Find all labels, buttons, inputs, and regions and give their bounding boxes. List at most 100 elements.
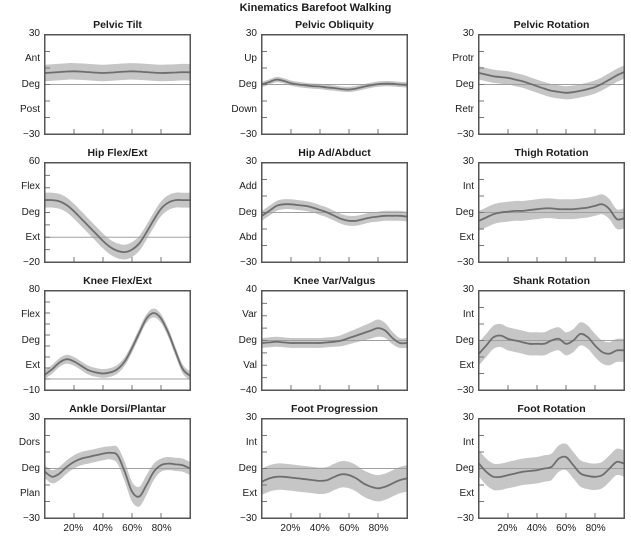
- plot-border: [478, 162, 625, 263]
- panel-body: 30 Add Deg Abd −30: [219, 157, 408, 268]
- y-axis-labels: 30 Dors Deg Plan −30: [2, 413, 44, 524]
- mean-line: [478, 71, 625, 94]
- panel-body: 80 Flex Deg Ext −10: [2, 285, 191, 396]
- x-axis-label: 40%: [526, 523, 547, 534]
- y-axis-label: Deg: [455, 334, 474, 346]
- x-axis-label: 80%: [151, 523, 172, 534]
- panel-foot-progression: Foot Progression 30 Int Deg Ext −30 20% 40% 60% 8…: [219, 401, 408, 536]
- panel-body: 30 Int Deg Ext −30: [436, 285, 625, 396]
- panel-title: Pelvic Rotation: [513, 19, 590, 31]
- chart-plot-hip-flex-ext: [44, 162, 191, 263]
- panel-title: Thigh Rotation: [514, 147, 589, 159]
- y-axis-labels: 30 Protr Deg Retr −30: [436, 29, 478, 140]
- plot-border: [44, 418, 191, 519]
- plot-border: [261, 34, 408, 135]
- mean-line: [261, 473, 408, 490]
- chart-plot-ankle-dorsi-plantar: [44, 418, 191, 519]
- panel-body: 30 Int Deg Ext −30: [436, 413, 625, 524]
- y-axis-labels: 30 Int Deg Ext −30: [219, 413, 261, 524]
- confidence-band: [479, 322, 624, 366]
- y-axis-label: −30: [240, 129, 257, 140]
- x-axis-label: 20%: [63, 523, 84, 534]
- panel-title: Knee Var/Valgus: [293, 275, 376, 287]
- chart-plot-foot-rotation: [478, 418, 625, 519]
- x-axis-label: 40%: [309, 523, 330, 534]
- y-axis-label: Int: [462, 437, 474, 449]
- y-axis-label: 30: [28, 412, 40, 423]
- y-axis-label: 30: [28, 28, 40, 39]
- y-axis-label: 30: [245, 156, 257, 167]
- y-axis-label: Plan: [19, 487, 40, 499]
- plot-border: [261, 162, 408, 263]
- y-axis-labels: 30 Add Deg Abd −30: [219, 157, 261, 268]
- mean-line: [44, 199, 191, 254]
- panel-ankle-dorsi-plantar: Ankle Dorsi/Plantar 30 Dors Deg Plan −30 20% 40…: [2, 401, 191, 536]
- y-axis-label: Ext: [25, 231, 40, 243]
- panel-knee-var-valgus: Knee Var/Valgus 40 Var Deg Val −40: [219, 273, 408, 396]
- y-axis-label: Deg: [238, 206, 257, 218]
- mean-line: [44, 312, 191, 377]
- confidence-band: [262, 460, 407, 502]
- y-axis-label: Ext: [459, 231, 474, 243]
- panel-title: Knee Flex/Ext: [83, 275, 152, 287]
- panel-pelvic-tilt: Pelvic Tilt 30 Ant Deg Post −30: [2, 17, 191, 140]
- y-axis-label: Val: [243, 359, 257, 371]
- panel-body: 30 Dors Deg Plan −30: [2, 413, 191, 524]
- y-axis-labels: 40 Var Deg Val −40: [219, 285, 261, 396]
- y-axis-label: −30: [457, 257, 474, 268]
- y-axis-label: Abd: [239, 231, 257, 243]
- chart-plot-pelvic-tilt: [44, 34, 191, 135]
- y-axis-label: 30: [462, 284, 474, 295]
- mean-line: [261, 327, 408, 345]
- chart-plot-knee-var-valgus: [261, 290, 408, 391]
- chart-plot-foot-progression: [261, 418, 408, 519]
- panel-title: Ankle Dorsi/Plantar: [69, 403, 166, 415]
- plot-border: [44, 34, 191, 135]
- y-axis-label: −30: [457, 129, 474, 140]
- y-axis-label: Ext: [459, 487, 474, 499]
- y-axis-label: −30: [457, 513, 474, 524]
- confidence-band: [479, 65, 624, 100]
- y-axis-label: Ant: [24, 53, 40, 65]
- y-axis-label: Dors: [18, 437, 40, 449]
- y-axis-label: Deg: [455, 78, 474, 90]
- y-axis-label: Deg: [238, 462, 257, 474]
- mean-line: [478, 203, 625, 222]
- y-axis-label: Int: [462, 181, 474, 193]
- confidence-band: [45, 308, 190, 381]
- y-axis-label: Int: [462, 309, 474, 321]
- plot-border: [261, 290, 408, 391]
- y-axis-label: 30: [462, 156, 474, 167]
- y-axis-labels: 30 Int Deg Ext −30: [436, 413, 478, 524]
- x-axis-label: 40%: [92, 523, 113, 534]
- y-axis-label: −10: [23, 385, 40, 396]
- panel-foot-rotation: Foot Rotation 30 Int Deg Ext −30 20% 40% 60% 80%: [436, 401, 625, 536]
- x-axis-labels: 20% 40% 60% 80%: [44, 519, 191, 536]
- panel-title: Foot Progression: [291, 403, 378, 415]
- chart-plot-shank-rotation: [478, 290, 625, 391]
- y-axis-label: 30: [462, 412, 474, 423]
- panel-title: Foot Rotation: [517, 403, 586, 415]
- y-axis-label: −30: [23, 129, 40, 140]
- mean-line: [478, 332, 625, 355]
- plot-border: [478, 34, 625, 135]
- x-axis-label: 60%: [339, 523, 360, 534]
- mean-line: [44, 451, 191, 498]
- panel-shank-rotation: Shank Rotation 30 Int Deg Ext −30: [436, 273, 625, 396]
- y-axis-label: −40: [240, 385, 257, 396]
- y-axis-label: −30: [23, 513, 40, 524]
- y-axis-label: 60: [28, 156, 40, 167]
- y-axis-label: 30: [462, 28, 474, 39]
- chart-plot-thigh-rotation: [478, 162, 625, 263]
- panel-body: 30 Protr Deg Retr −30: [436, 29, 625, 140]
- mean-line: [44, 70, 191, 74]
- y-axis-label: Ext: [25, 359, 40, 371]
- panel-hip-ad-abduct: Hip Ad/Abduct 30 Add Deg Abd −30: [219, 145, 408, 268]
- kinematics-report-page: Kinematics Barefoot Walking Pelvic Tilt 3…: [2, 2, 625, 536]
- y-axis-label: Deg: [238, 334, 257, 346]
- y-axis-label: Deg: [21, 78, 40, 90]
- page-title: Kinematics Barefoot Walking: [239, 2, 392, 14]
- y-axis-labels: 30 Up Deg Down −30: [219, 29, 261, 140]
- x-axis-label: 20%: [497, 523, 518, 534]
- y-axis-label: 40: [245, 284, 257, 295]
